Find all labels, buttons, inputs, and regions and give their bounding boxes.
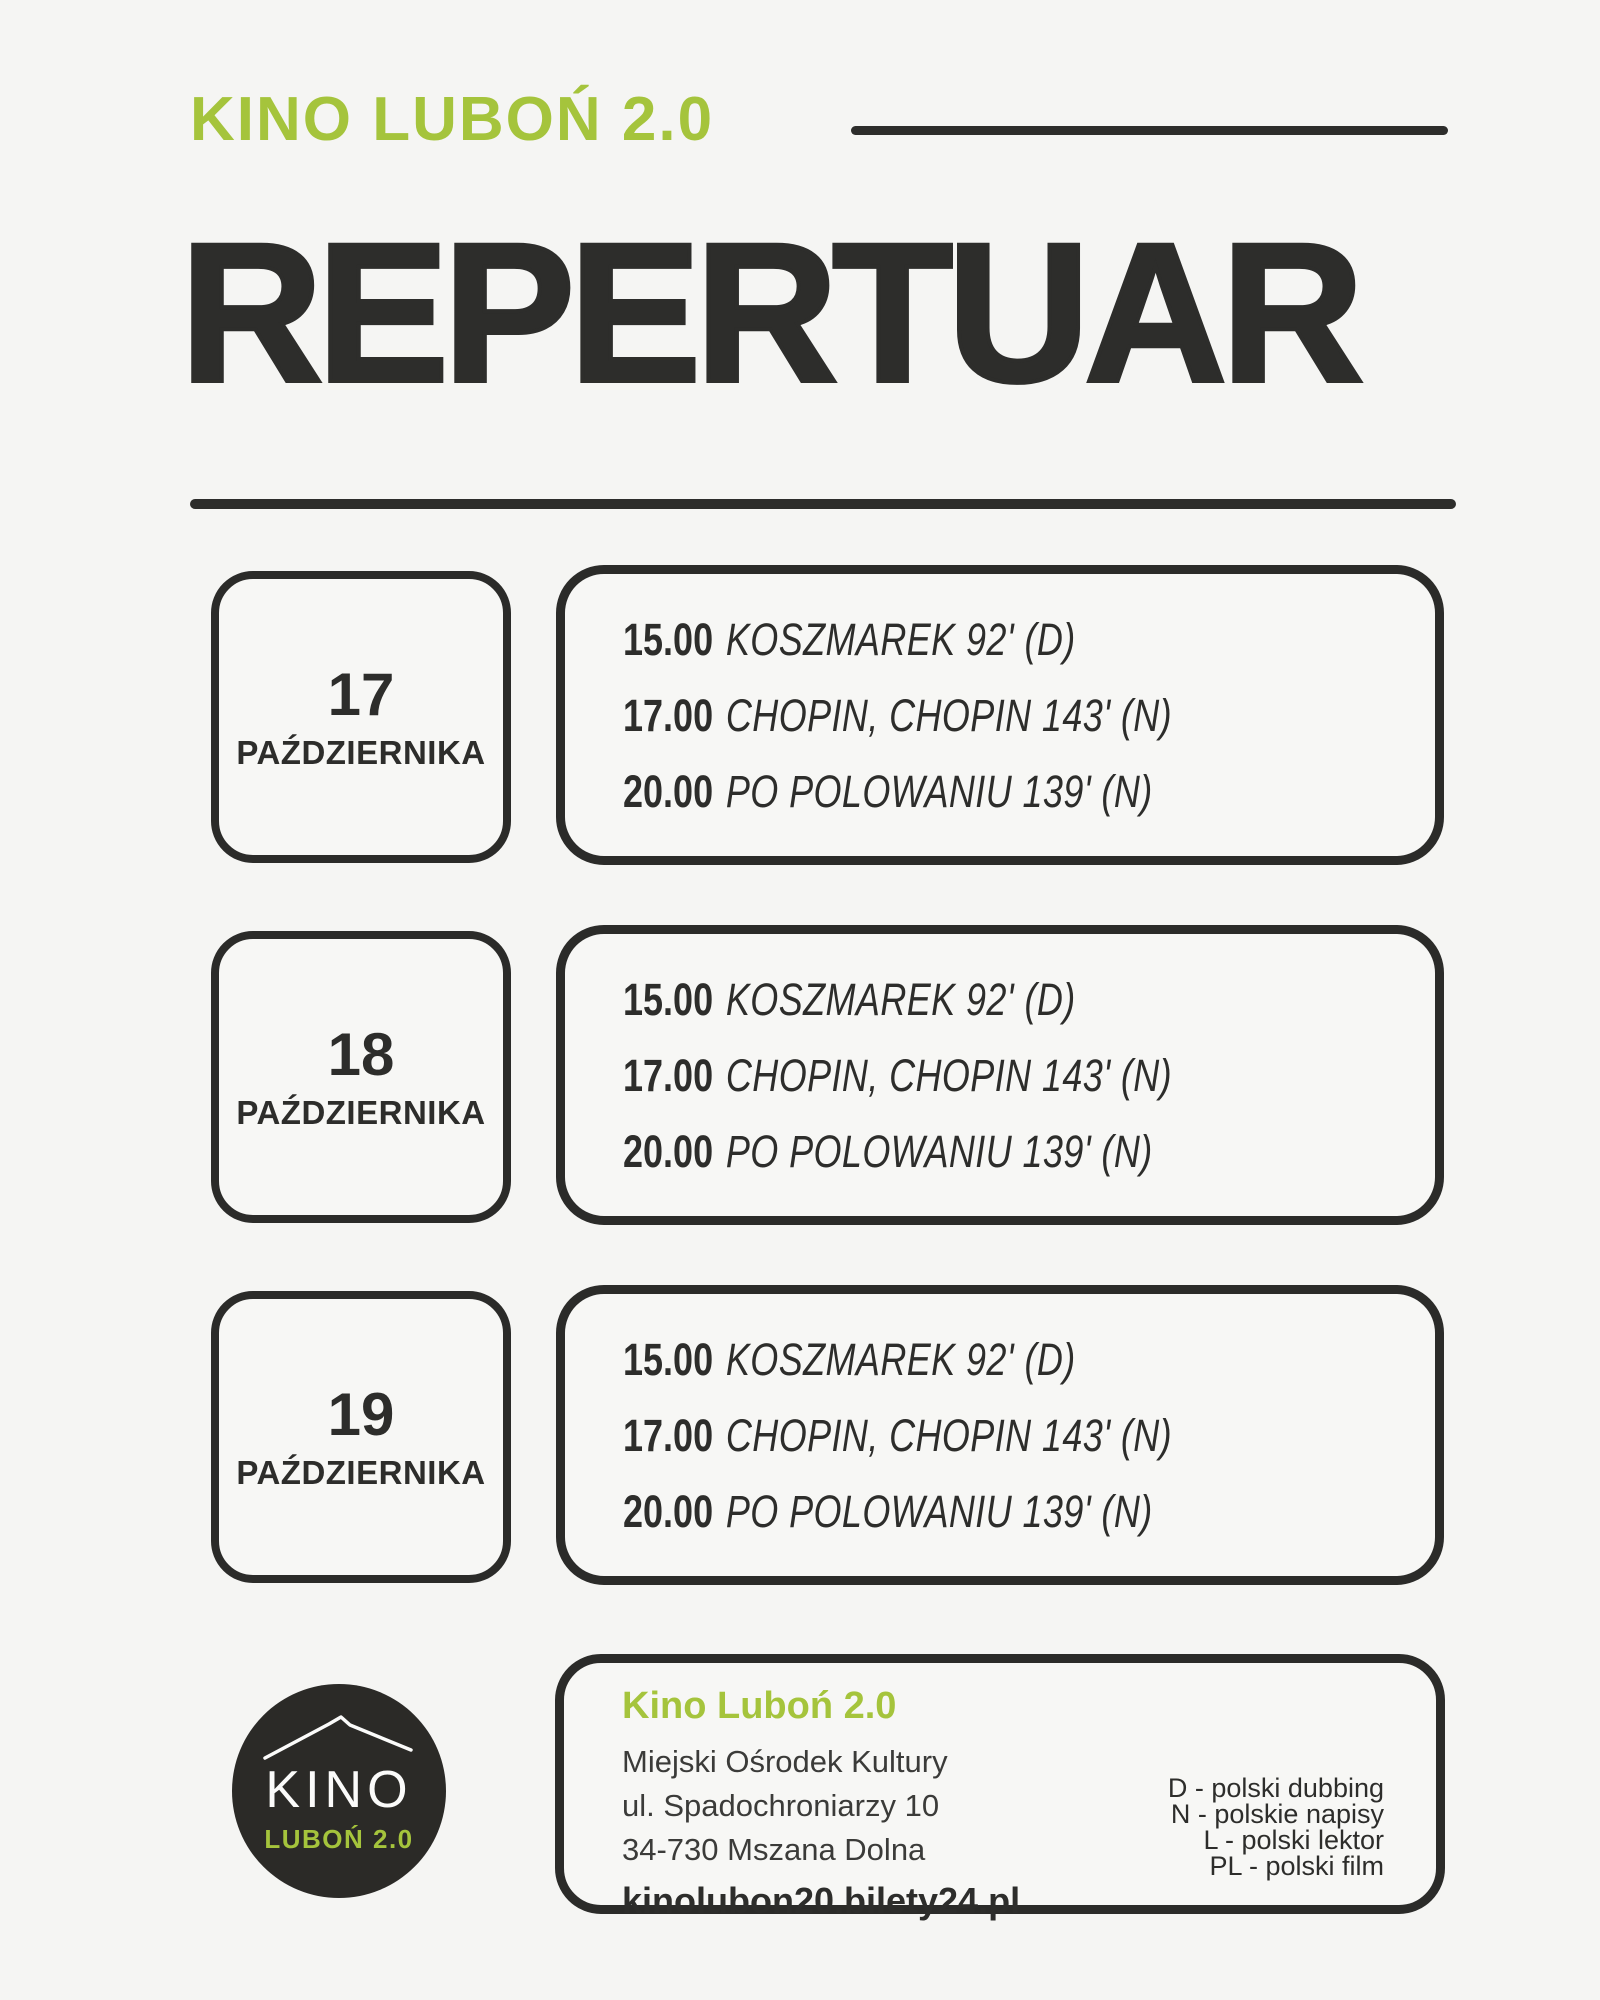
show-line: 20.00 PO POLOWANIU 139' (N): [623, 1489, 1273, 1534]
show-time: 15.00: [623, 1333, 714, 1385]
date-number: 18: [327, 1020, 395, 1088]
show-title: CHOPIN, CHOPIN 143' (N): [725, 1049, 1173, 1101]
day-group-17: 17 PAŹDZIERNIKA 15.00 KOSZMAREK 92' (D) 1…: [0, 565, 1600, 865]
schedule-box: 15.00 KOSZMAREK 92' (D) 17.00 CHOPIN, CHOP…: [556, 1285, 1444, 1585]
show-title: KOSZMAREK 92' (D): [725, 1333, 1076, 1385]
brand-title: KINO LUBOŃ 2.0: [190, 85, 715, 154]
logo-text-lubon: LUBOŃ 2.0: [264, 1824, 414, 1854]
show-title: PO POLOWANIU 139' (N): [725, 765, 1153, 817]
venue-line: 34-730 Mszana Dolna: [622, 1832, 926, 1867]
day-group-19: 19 PAŹDZIERNIKA 15.00 KOSZMAREK 92' (D) 1…: [0, 1285, 1600, 1585]
show-time: 15.00: [623, 613, 714, 665]
show-line: 15.00 KOSZMAREK 92' (D): [623, 977, 1273, 1022]
schedule-box: 15.00 KOSZMAREK 92' (D) 17.00 CHOPIN, CHOP…: [556, 565, 1444, 865]
title-divider: [190, 499, 1456, 509]
logo-text-kino: KINO: [265, 1761, 413, 1819]
show-line: 15.00 KOSZMAREK 92' (D): [623, 1337, 1273, 1382]
venue-line: Miejski Ośrodek Kultury: [622, 1744, 948, 1779]
footer-info-box: Kino Luboń 2.0 Miejski Ośrodek Kultury u…: [555, 1654, 1445, 1921]
date-month: PAŹDZIERNIKA: [236, 733, 486, 771]
show-line: 17.00 CHOPIN, CHOPIN 143' (N): [623, 693, 1273, 738]
venue-line: ul. Spadochroniarzy 10: [622, 1788, 940, 1823]
show-line: 17.00 CHOPIN, CHOPIN 143' (N): [623, 1413, 1273, 1458]
show-time: 17.00: [623, 1409, 714, 1461]
show-title: CHOPIN, CHOPIN 143' (N): [725, 689, 1173, 741]
date-box: 17 PAŹDZIERNIKA: [211, 571, 511, 863]
website-url: kinolubon20.bilety24.pl: [622, 1880, 1021, 1921]
date-month: PAŹDZIERNIKA: [236, 1453, 486, 1491]
schedule-box: 15.00 KOSZMAREK 92' (D) 17.00 CHOPIN, CHOP…: [556, 925, 1444, 1225]
legend-item: D - polski dubbing: [1167, 1773, 1384, 1803]
show-time: 20.00: [623, 1125, 714, 1177]
legend-item: PL - polski film: [1209, 1851, 1384, 1881]
date-box: 19 PAŹDZIERNIKA: [211, 1291, 511, 1583]
kino-lubon-logo: KINO LUBOŃ 2.0: [232, 1684, 446, 1898]
show-time: 17.00: [623, 689, 714, 741]
legend-item: L - polski lektor: [1203, 1825, 1384, 1855]
show-time: 20.00: [623, 1485, 714, 1537]
date-number: 19: [327, 1380, 395, 1448]
show-title: PO POLOWANIU 139' (N): [725, 1485, 1153, 1537]
show-line: 20.00 PO POLOWANIU 139' (N): [623, 1129, 1273, 1174]
show-title: PO POLOWANIU 139' (N): [725, 1125, 1153, 1177]
date-box: 18 PAŹDZIERNIKA: [211, 931, 511, 1223]
show-line: 17.00 CHOPIN, CHOPIN 143' (N): [623, 1053, 1273, 1098]
legend: D - polski dubbing N - polskie napisy L …: [1167, 1773, 1384, 1881]
date-number: 17: [327, 660, 395, 728]
show-title: KOSZMAREK 92' (D): [725, 973, 1076, 1025]
mountain-ridge-icon: [263, 1715, 413, 1760]
show-title: KOSZMAREK 92' (D): [725, 613, 1076, 665]
show-time: 20.00: [623, 765, 714, 817]
venue-info: Kino Luboń 2.0 Miejski Ośrodek Kultury u…: [622, 1685, 1020, 1922]
day-group-18: 18 PAŹDZIERNIKA 15.00 KOSZMAREK 92' (D) 1…: [0, 925, 1600, 1225]
page-title: REPERTUAR: [178, 202, 1366, 423]
show-time: 15.00: [623, 973, 714, 1025]
show-title: CHOPIN, CHOPIN 143' (N): [725, 1409, 1173, 1461]
header-rule: [851, 126, 1448, 135]
venue-name: Kino Luboń 2.0: [622, 1685, 897, 1727]
show-time: 17.00: [623, 1049, 714, 1101]
show-line: 20.00 PO POLOWANIU 139' (N): [623, 769, 1273, 814]
date-month: PAŹDZIERNIKA: [236, 1093, 486, 1131]
show-line: 15.00 KOSZMAREK 92' (D): [623, 617, 1273, 662]
legend-item: N - polskie napisy: [1170, 1799, 1384, 1829]
